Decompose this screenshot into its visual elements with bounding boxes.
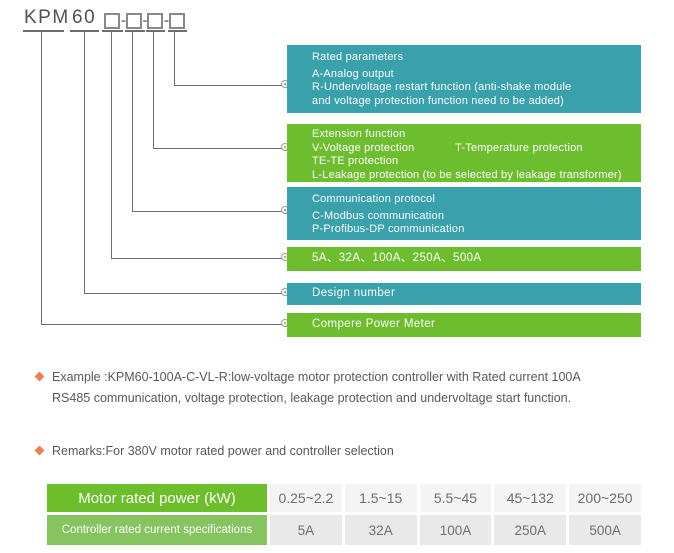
power-range-cell: 5.5~45	[419, 484, 492, 512]
power-range-cell: 45~132	[494, 484, 567, 512]
model-separator-1: -	[121, 12, 126, 29]
callout-title: Communication protocol	[312, 193, 436, 205]
remarks-note: Remarks:For 380V motor rated power and c…	[34, 441, 656, 462]
callout-column-2: T-Temperature protection	[455, 141, 583, 154]
model-separator-3: -	[164, 12, 169, 29]
model-separator-2: -	[142, 12, 148, 29]
model-digit-box-1	[104, 13, 120, 29]
callout-design-number: Design number	[287, 283, 641, 305]
example-line-1: Example :KPM60-100A-C-VL-R:low-voltage m…	[52, 370, 581, 384]
digit-4-underline	[167, 30, 187, 32]
model-prefix-underline	[23, 30, 64, 32]
example-note: Example :KPM60-100A-C-VL-R:low-voltage m…	[34, 367, 656, 409]
callout-line: P-Profibus-DP communication	[312, 223, 465, 235]
model-digit-box-4	[169, 13, 185, 29]
connector-line-current	[111, 31, 287, 259]
diamond-bullet-icon	[34, 371, 45, 382]
callout-line: TE-TE protection	[312, 155, 399, 167]
power-range-cell: 200~250	[569, 484, 641, 512]
digit-1-underline	[102, 30, 123, 32]
callout-title: Extension function	[312, 128, 406, 140]
current-spec-cell: 32A	[344, 515, 417, 545]
callout-line: L-Leakage protection (to be selected by …	[312, 168, 622, 181]
remarks-text: Remarks:For 380V motor rated power and c…	[52, 444, 394, 458]
callout-label: Design number	[312, 287, 396, 300]
callout-label: Compere Power Meter	[312, 318, 436, 331]
callout-line: R-Undervoltage restart function (anti-sh…	[312, 81, 572, 93]
example-line-2: RS485 communication, voltage protection,…	[52, 391, 572, 405]
callout-line: C-Modbus communication	[312, 209, 445, 222]
digit-3-underline	[146, 30, 165, 32]
power-range-cell: 1.5~15	[344, 484, 417, 512]
spec-table: Motor rated power (kW) 0.25~2.2 1.5~15 5…	[47, 484, 641, 545]
connector-line-extension	[153, 31, 287, 149]
table-header-motor-power: Motor rated power (kW)	[47, 484, 267, 512]
callout-line: A-Analog output	[312, 67, 394, 80]
callout-label: 5A、32A、100A、250A、500A	[312, 252, 482, 265]
current-spec-cell: 5A	[270, 515, 342, 545]
example-text: Example :KPM60-100A-C-VL-R:low-voltage m…	[52, 367, 581, 409]
callout-rated-parameters: Rated parameters A-Analog output R-Under…	[287, 45, 641, 113]
callout-current-ratings: 5A、32A、100A、250A、500A	[287, 247, 641, 271]
digit-2-underline	[124, 30, 145, 32]
callout-title: Rated parameters	[312, 51, 404, 63]
callout-product-name: Compere Power Meter	[287, 313, 641, 337]
model-series: 60	[72, 7, 97, 28]
diamond-bullet-icon	[34, 445, 45, 456]
current-spec-cell: 100A	[419, 515, 492, 545]
model-digit-box-2	[126, 13, 142, 29]
connector-line-comm	[132, 31, 287, 212]
model-series-underline	[70, 30, 99, 32]
model-prefix: KPM	[24, 7, 70, 28]
callout-extension-function: Extension function V-Voltage protection …	[287, 124, 641, 182]
callout-line: and voltage protection function need to …	[312, 94, 564, 107]
callout-communication-protocol: Communication protocol C-Modbus communic…	[287, 187, 641, 240]
table-header-current-spec: Controller rated current specifications	[47, 515, 267, 545]
current-spec-cell: 500A	[569, 515, 641, 545]
connector-line-rated	[173, 31, 287, 86]
model-digit-box-3	[147, 13, 163, 29]
current-spec-cell: 250A	[494, 515, 567, 545]
connector-line-design	[83, 31, 287, 294]
callout-line: V-Voltage protection T-Temperature prote…	[312, 142, 641, 156]
connector-line-product	[41, 31, 287, 325]
callout-column-1: V-Voltage protection	[312, 141, 415, 154]
power-range-cell: 0.25~2.2	[270, 484, 342, 512]
